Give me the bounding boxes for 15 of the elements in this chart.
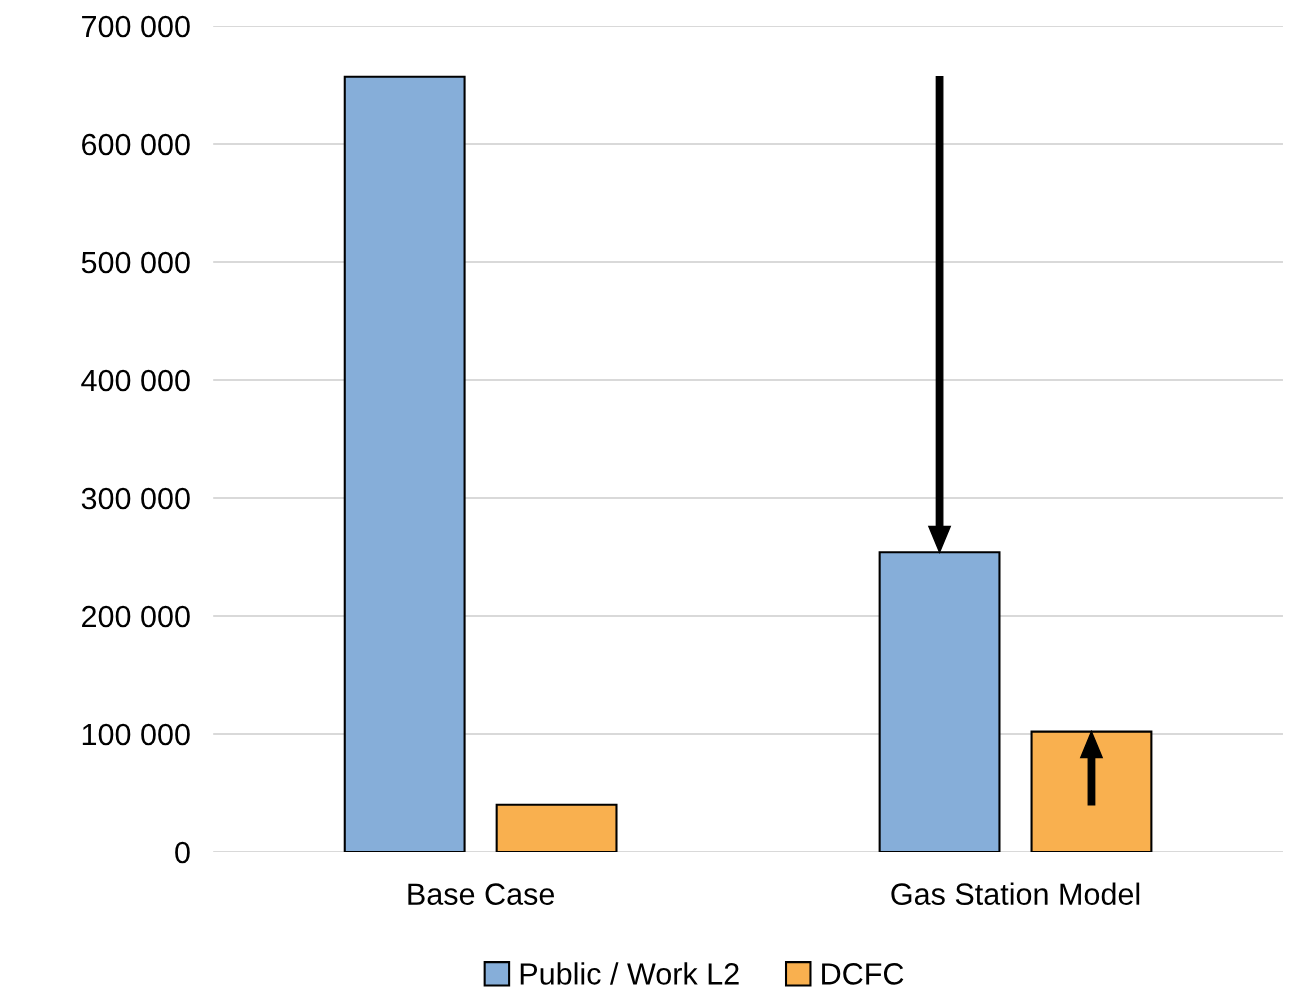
- y-tick-label: 100 000: [82, 723, 190, 746]
- y-tick-label: 600 000: [82, 133, 190, 156]
- y-tick-label: 700 000: [82, 15, 190, 38]
- bar: [343, 75, 466, 852]
- x-tick-label: Base Case: [408, 883, 554, 905]
- legend-label: DCFC: [822, 963, 904, 985]
- y-tick-label: 0: [175, 841, 190, 864]
- y-tick-label: 500 000: [81, 251, 190, 274]
- y-tick-label: 400 000: [81, 369, 190, 392]
- bar: [1030, 730, 1153, 852]
- bar: [495, 803, 618, 852]
- legend-label: Public / Work L2: [520, 962, 739, 985]
- x-tick-label: Gas Station Model: [891, 882, 1140, 905]
- y-tick-label: 200 000: [82, 605, 190, 628]
- y-tick-label: 300 000: [81, 487, 190, 510]
